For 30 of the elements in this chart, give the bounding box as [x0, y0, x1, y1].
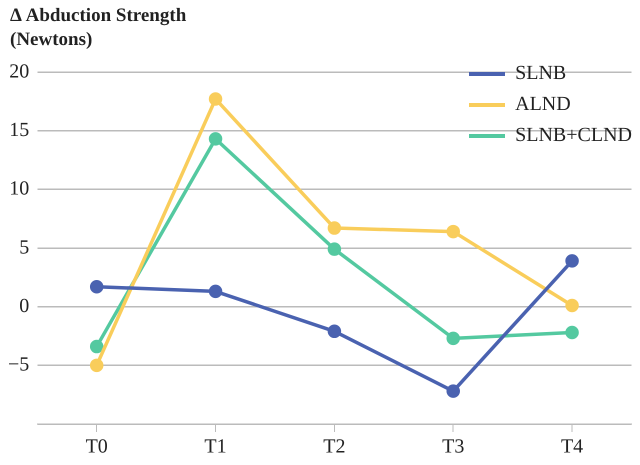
legend-label: SLNB+CLND — [515, 124, 632, 147]
point — [208, 132, 222, 146]
x-tick-label: T2 — [323, 435, 346, 458]
y-tick-label: 20 — [9, 60, 30, 82]
y-axis-title: Δ Abduction Strength (Newtons) — [10, 4, 188, 52]
legend-label: SLNB — [515, 62, 566, 85]
point — [328, 242, 342, 256]
point — [90, 358, 104, 372]
point — [90, 280, 104, 294]
point — [208, 92, 222, 106]
point — [446, 224, 460, 238]
point — [328, 324, 342, 338]
point — [565, 326, 579, 340]
point — [565, 298, 579, 312]
y-tick-label: 10 — [9, 178, 30, 200]
x-tick-label: T4 — [560, 435, 584, 458]
y-tick-label: 15 — [9, 118, 30, 141]
y-tick-label: 5 — [19, 236, 30, 258]
point — [446, 332, 460, 346]
x-tick-label: T3 — [442, 435, 464, 458]
point — [565, 254, 579, 268]
point — [208, 284, 222, 298]
y-tick-label: 0 — [19, 294, 30, 317]
point — [446, 384, 460, 398]
legend-label: ALND — [515, 93, 571, 116]
y-tick-label: −5 — [8, 354, 30, 376]
x-tick-label: T1 — [204, 435, 227, 458]
x-tick-label: T0 — [86, 435, 108, 458]
point — [328, 221, 342, 235]
point — [90, 340, 104, 354]
